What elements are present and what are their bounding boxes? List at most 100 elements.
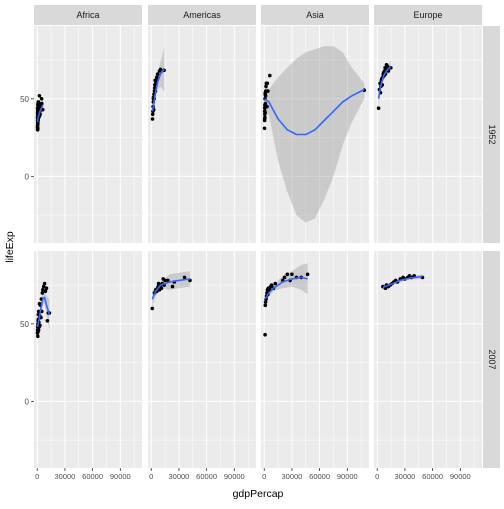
facet-strip-label: 2007	[487, 349, 497, 369]
x-tick-label: 90000	[224, 472, 245, 481]
x-tick-label: 0	[375, 472, 379, 481]
panel-grid	[374, 26, 482, 243]
panel-data-americas-1952	[150, 47, 166, 121]
panel-grid	[148, 251, 256, 468]
data-point	[305, 272, 310, 277]
confidence-ribbon	[152, 47, 165, 121]
facet-strip-europe	[374, 5, 482, 25]
panel-grid	[148, 26, 256, 243]
smooth-line	[36, 296, 51, 328]
data-point	[376, 106, 381, 110]
data-point	[268, 73, 272, 78]
y-tick-label: 50	[20, 320, 29, 329]
smooth-line	[36, 104, 44, 123]
panel-data-africa-2007	[35, 281, 52, 339]
confidence-ribbon	[265, 263, 308, 306]
panel-grid	[261, 251, 369, 468]
facet-strip-africa	[34, 5, 142, 25]
y-tick-label: 0	[25, 397, 30, 406]
data-point	[266, 89, 270, 93]
x-tick-label: 60000	[196, 472, 217, 481]
panel-background	[148, 251, 256, 468]
panel-data-americas-2007	[150, 271, 192, 311]
facet-strip-label: Americas	[183, 10, 221, 20]
panel-data-asia-2007	[263, 263, 310, 337]
facet-strip-americas	[148, 5, 256, 25]
panel-background	[374, 251, 482, 468]
panel-grid	[261, 26, 369, 243]
x-tick-label: 0	[262, 472, 266, 481]
data-point	[163, 278, 167, 283]
data-point	[37, 94, 42, 98]
data-point	[42, 281, 47, 286]
data-point	[263, 94, 268, 98]
data-point	[36, 126, 40, 131]
data-point	[269, 283, 274, 287]
data-point	[263, 332, 267, 337]
data-point	[40, 101, 44, 106]
panel-grid	[374, 251, 482, 468]
smooth-line	[151, 278, 191, 300]
facet-strip-2007	[483, 251, 500, 468]
x-tick-label: 60000	[309, 472, 330, 481]
facet-strip-label: Europe	[413, 10, 442, 20]
confidence-ribbon	[264, 46, 365, 223]
x-axis-title: gdpPercap	[233, 488, 284, 500]
data-point	[263, 303, 268, 308]
x-tick-label: 60000	[422, 472, 443, 481]
data-point	[265, 81, 270, 86]
panel-data-europe-1952	[376, 60, 393, 110]
data-point	[263, 111, 268, 115]
data-point	[273, 281, 278, 286]
smooth-line	[264, 88, 365, 136]
data-point	[44, 286, 49, 291]
panel-background	[374, 26, 482, 243]
data-point	[43, 289, 48, 294]
data-point	[262, 126, 267, 131]
data-point	[285, 272, 290, 277]
y-axis-title: lifeExp	[4, 231, 16, 263]
x-tick-label: 30000	[281, 472, 302, 481]
panel-data-europe-2007	[381, 274, 425, 291]
data-point	[182, 275, 187, 280]
x-tick-label: 90000	[450, 472, 471, 481]
data-point	[36, 334, 40, 339]
smooth-line	[151, 68, 165, 112]
data-point	[150, 306, 155, 311]
y-tick-label: 0	[25, 172, 30, 181]
data-point	[170, 284, 175, 289]
facet-strip-asia	[261, 5, 369, 25]
data-point	[158, 67, 163, 72]
smooth-line	[382, 275, 423, 289]
data-point	[36, 328, 41, 332]
data-point	[263, 300, 268, 304]
data-point	[38, 323, 42, 328]
data-point	[159, 286, 164, 291]
data-point	[155, 72, 160, 76]
x-tick-label: 0	[149, 472, 153, 481]
facet-strip-label: 1952	[487, 124, 497, 144]
facet-strip-label: Africa	[76, 10, 99, 20]
data-point	[282, 275, 287, 280]
x-tick-label: 90000	[110, 472, 131, 481]
data-point	[264, 84, 268, 89]
y-tick-label: 50	[20, 95, 29, 104]
panel-background	[261, 26, 369, 243]
x-tick-label: 30000	[394, 472, 415, 481]
data-point	[36, 121, 40, 126]
facet-strip-1952	[483, 26, 500, 243]
data-point	[41, 284, 46, 289]
x-tick-label: 90000	[337, 472, 358, 481]
data-point	[45, 319, 50, 323]
smooth-line	[377, 65, 392, 99]
data-point	[265, 104, 269, 109]
panel-grid	[34, 251, 142, 468]
data-point	[150, 117, 155, 121]
panel-background	[261, 251, 369, 468]
data-point	[263, 115, 267, 120]
x-tick-label: 30000	[54, 472, 75, 481]
panel-background	[34, 251, 142, 468]
smooth-line	[264, 276, 308, 300]
